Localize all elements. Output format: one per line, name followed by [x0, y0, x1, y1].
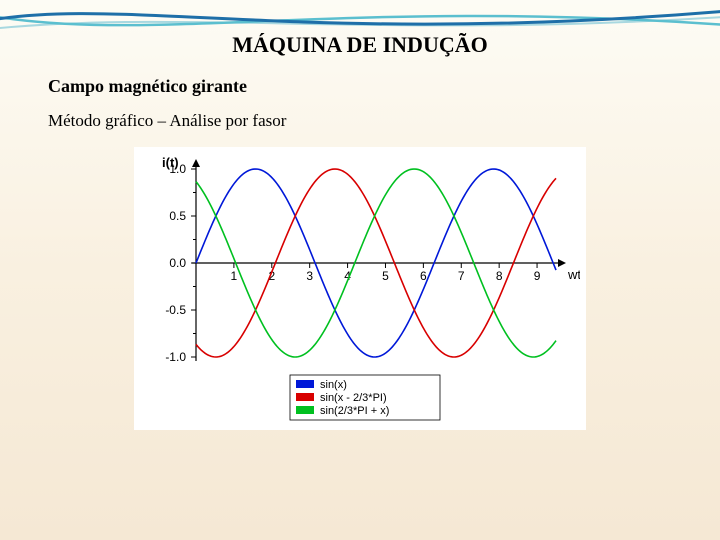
svg-text:9: 9 [534, 269, 541, 283]
svg-text:sin(x): sin(x) [320, 379, 347, 391]
svg-text:7: 7 [458, 269, 465, 283]
svg-text:3: 3 [306, 269, 313, 283]
slide-content: MÁQUINA DE INDUÇÃO Campo magnético giran… [0, 0, 720, 430]
svg-text:i(t): i(t) [162, 155, 179, 170]
chart-svg: 1.00.50.0-0.5-1.0i(t)123456789wtsin(x)si… [140, 153, 580, 423]
section-subtitle: Campo magnético girante [48, 76, 672, 97]
svg-text:1: 1 [231, 269, 238, 283]
svg-text:sin(2/3*PI + x): sin(2/3*PI + x) [320, 405, 389, 417]
svg-text:0.0: 0.0 [169, 256, 186, 270]
svg-text:5: 5 [382, 269, 389, 283]
sine-chart: 1.00.50.0-0.5-1.0i(t)123456789wtsin(x)si… [134, 147, 586, 430]
page-title: MÁQUINA DE INDUÇÃO [48, 32, 672, 58]
svg-text:wt: wt [567, 267, 580, 282]
svg-text:8: 8 [496, 269, 503, 283]
svg-text:sin(x - 2/3*PI): sin(x - 2/3*PI) [320, 392, 387, 404]
svg-text:-1.0: -1.0 [165, 350, 186, 364]
svg-text:0.5: 0.5 [169, 209, 186, 223]
svg-text:-0.5: -0.5 [165, 303, 186, 317]
method-text: Método gráfico – Análise por fasor [48, 111, 672, 131]
